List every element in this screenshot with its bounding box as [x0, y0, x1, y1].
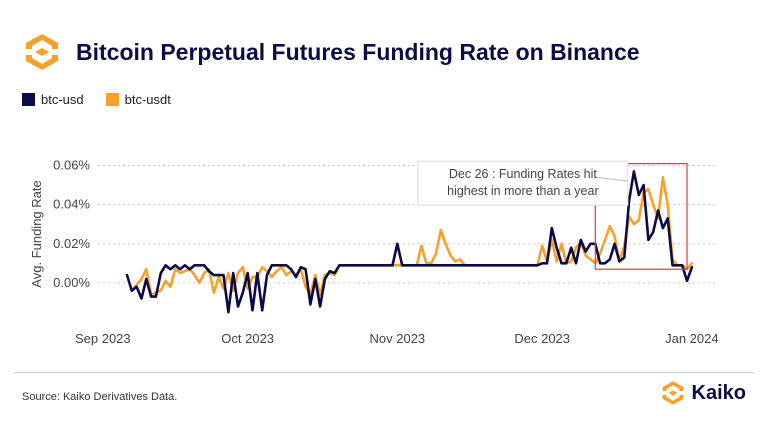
- x-tick-label: Oct 2023: [221, 331, 274, 346]
- legend-swatch-btc-usdt: [105, 93, 119, 106]
- legend-label-btc-usdt: btc-usdt: [124, 92, 171, 107]
- brand: Kaiko: [660, 380, 746, 406]
- y-tick-label: 0.02%: [53, 236, 90, 251]
- chart-title: Bitcoin Perpetual Futures Funding Rate o…: [76, 38, 640, 65]
- annotation-text: Dec 26 : Funding Rates hit: [449, 167, 598, 181]
- annotation: Dec 26 : Funding Rates hit highest in mor…: [417, 160, 688, 270]
- kaiko-logo-icon: [26, 34, 58, 70]
- y-tick-label: 0.04%: [53, 197, 90, 212]
- y-tick-label: 0.00%: [53, 275, 90, 290]
- annotation-box: [417, 160, 629, 206]
- y-tick-label: 0.06%: [53, 158, 90, 173]
- axis-ticks: 0.00% 0.02% 0.04% 0.06% Sep 2023 Oct 2023 Nov …: [53, 158, 718, 346]
- brand-name: Kaiko: [691, 381, 746, 404]
- annotation-text: highest in more than a year: [447, 184, 598, 198]
- x-tick-label: Sep 2023: [75, 331, 131, 346]
- kaiko-brand-icon: [662, 381, 683, 405]
- x-tick-label: Nov 2023: [370, 331, 426, 346]
- y-axis-label: Avg. Funding Rate: [29, 180, 44, 287]
- footer-divider: [14, 372, 754, 373]
- legend-swatch-btc-usd: [22, 93, 35, 106]
- highlight-box: [594, 163, 688, 270]
- legend: btc-usd btc-usdt: [22, 92, 193, 107]
- chart-header: Bitcoin Perpetual Futures Funding Rate o…: [22, 30, 640, 74]
- series-lines: [125, 170, 694, 314]
- series-line-btc-usd: [125, 170, 694, 314]
- x-tick-label: Jan 2024: [665, 331, 719, 346]
- annotation-pointer: [595, 176, 628, 182]
- series-line-btc-usdt: [130, 176, 694, 296]
- source-note: Source: Kaiko Derivatives Data.: [22, 391, 178, 403]
- x-tick-label: Dec 2023: [514, 331, 570, 346]
- legend-label-btc-usd: btc-usd: [41, 92, 84, 107]
- legend-item-btc-usdt: btc-usdt: [105, 92, 171, 107]
- legend-item-btc-usd: btc-usd: [22, 92, 84, 107]
